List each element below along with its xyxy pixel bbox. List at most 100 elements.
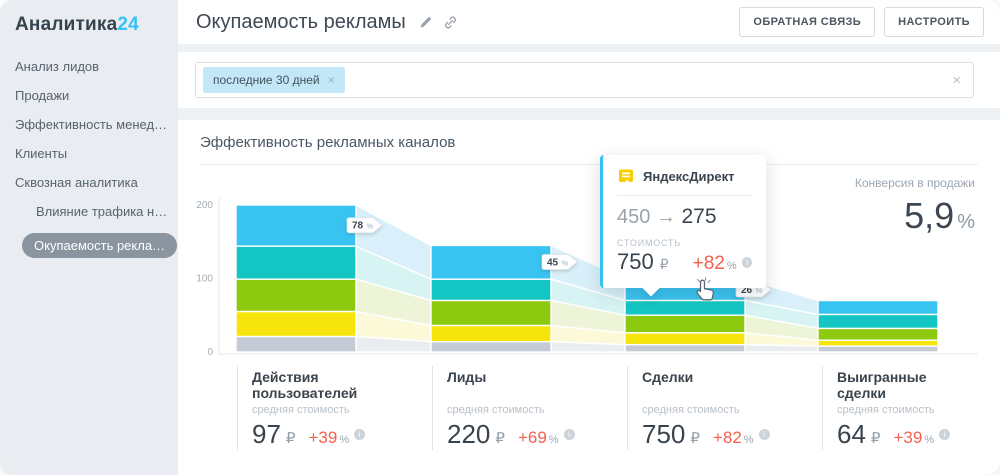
stat-column: Выигранные сделки средняя стоимость 64 ₽ +39… xyxy=(822,366,1000,450)
filter-tag-label: последние 30 дней xyxy=(213,73,320,87)
stat-value: 97 xyxy=(252,419,281,449)
funnel-bar-segment[interactable] xyxy=(430,278,552,302)
stat-value-row: 220 ₽ +69% xyxy=(447,419,613,450)
tag-close-icon[interactable]: × xyxy=(327,73,335,87)
info-icon[interactable] xyxy=(741,256,753,268)
stats-row: Действия пользователей средняя стоимость 9… xyxy=(178,366,1000,471)
funnel-bar-segment[interactable] xyxy=(624,332,746,346)
stat-name: Выигранные сделки xyxy=(837,369,927,402)
funnel-bar-segment[interactable] xyxy=(235,310,357,338)
brand-suffix: 24 xyxy=(117,14,139,35)
conversion-tag-percent: % xyxy=(756,286,763,295)
funnel-bar-segment[interactable] xyxy=(817,327,939,341)
pointer-cursor-icon xyxy=(696,277,714,301)
funnel-bar-segment[interactable] xyxy=(817,339,939,347)
stat-change: +69 xyxy=(517,428,547,447)
sidebar: Аналитика24 Анализ лидов Продажи Эффективн… xyxy=(0,0,178,475)
conversion-value: 5,9% xyxy=(855,195,975,237)
sidebar-item[interactable]: Влияние трафика н… xyxy=(36,204,168,219)
percent-sign: % xyxy=(726,260,737,272)
tooltip-cost-row: 750 ₽ +82 % xyxy=(617,249,753,275)
funnel-bar-segment[interactable] xyxy=(817,299,939,316)
funnel-bar-segment[interactable] xyxy=(430,324,552,343)
pencil-icon[interactable] xyxy=(419,15,433,29)
sidebar-item[interactable]: Анализ лидов xyxy=(15,59,100,74)
conversion-tag: 78% xyxy=(346,217,383,234)
info-icon[interactable] xyxy=(354,429,366,440)
configure-button[interactable]: НАСТРОИТЬ xyxy=(884,7,984,37)
brand-logo[interactable]: Аналитика24 xyxy=(15,14,178,36)
arrow-right-icon: → xyxy=(655,206,676,228)
info-icon[interactable] xyxy=(758,429,770,440)
percent-sign: % xyxy=(548,434,559,446)
sidebar-item[interactable]: Окупаемость рекла… xyxy=(15,233,178,258)
sidebar-item[interactable]: Сквозная аналитика xyxy=(15,175,138,190)
funnel-bar-segment[interactable] xyxy=(235,245,357,280)
percent-sign: % xyxy=(743,434,754,446)
stat-column: Сделки средняя стоимость 750 ₽ +82% xyxy=(627,366,808,450)
funnel-bar-segment[interactable] xyxy=(624,314,746,334)
tooltip: ЯндексДирект 450 → 275 стоимость 750 ₽ +… xyxy=(600,155,766,297)
card-divider xyxy=(200,164,978,165)
stat-name: Действия пользователей xyxy=(252,369,358,402)
tooltip-header: ЯндексДирект xyxy=(617,167,752,185)
stat-name: Лиды xyxy=(447,369,487,385)
funnel-bar-segment[interactable] xyxy=(430,244,552,280)
y-axis-tick: 100 xyxy=(196,274,213,285)
funnel-bar-segment[interactable] xyxy=(235,278,357,313)
funnel-bar-segment[interactable] xyxy=(430,341,552,353)
stat-value-row: 97 ₽ +39% xyxy=(252,419,418,450)
funnel-bar-segment[interactable] xyxy=(430,299,552,327)
percent-sign: % xyxy=(339,434,350,446)
card-title: Эффективность рекламных каналов xyxy=(200,134,456,151)
filter-tag[interactable]: последние 30 дней × xyxy=(203,67,345,93)
sidebar-item[interactable]: Клиенты xyxy=(15,146,68,161)
y-axis-tick: 200 xyxy=(196,200,213,211)
feedback-button[interactable]: ОБРАТНАЯ СВЯЗЬ xyxy=(739,7,876,37)
funnel-bar-segment[interactable] xyxy=(624,299,746,316)
brand-prefix: Аналитика xyxy=(15,14,118,35)
percent-sign: % xyxy=(924,434,935,446)
sidebar-nav: Анализ лидов Продажи Эффективность менед… К… xyxy=(15,59,178,258)
ruble-sign: ₽ xyxy=(690,430,700,447)
conversion-tag-value: 45 xyxy=(547,257,559,268)
stat-change: +39 xyxy=(893,428,923,447)
funnel-bar-segment[interactable] xyxy=(235,204,357,247)
stat-value: 64 xyxy=(837,419,866,449)
funnel-bar-segment[interactable] xyxy=(817,345,939,353)
stat-cost-label: средняя стоимость xyxy=(837,404,935,416)
tooltip-conversion: 450 → 275 xyxy=(617,205,752,229)
funnel-bar-segment[interactable] xyxy=(235,335,357,353)
sidebar-item[interactable]: Продажи xyxy=(15,88,70,103)
tooltip-title: ЯндексДирект xyxy=(643,168,735,184)
stat-column: Лиды средняя стоимость 220 ₽ +69% xyxy=(432,366,613,450)
tooltip-from: 450 xyxy=(617,206,651,228)
link-icon[interactable] xyxy=(443,15,458,30)
stat-value: 220 xyxy=(447,419,491,449)
main-header: Окупаемость рекламы ОБРАТНАЯ СВЯЗЬ НАСТР… xyxy=(178,0,1000,44)
tooltip-cost-label: стоимость xyxy=(617,238,682,248)
funnel-bar-segment[interactable] xyxy=(624,343,746,353)
stat-cost-label: средняя стоимость xyxy=(447,404,545,416)
filter-panel: последние 30 дней × × xyxy=(178,52,1000,108)
tooltip-change: +82 xyxy=(692,253,725,274)
funnel-bar-segment[interactable] xyxy=(817,313,939,330)
filter-clear-icon[interactable]: × xyxy=(952,71,961,89)
ruble-sign: ₽ xyxy=(285,430,296,447)
info-icon[interactable] xyxy=(939,429,951,440)
yandex-direct-icon xyxy=(619,169,633,182)
ruble-sign: ₽ xyxy=(870,430,881,447)
info-icon[interactable] xyxy=(563,429,575,440)
tooltip-to: 275 xyxy=(681,205,717,228)
filter-input[interactable]: последние 30 дней × × xyxy=(195,62,974,98)
conversion-tag-percent: % xyxy=(367,222,374,231)
conversion-tag-value: 26 xyxy=(741,285,753,296)
sidebar-item[interactable]: Эффективность менед… xyxy=(15,117,168,132)
tooltip-cost-value: 750 xyxy=(617,249,654,274)
tooltip-divider xyxy=(617,195,752,196)
funnel-flow xyxy=(744,343,819,353)
ruble-sign: ₽ xyxy=(495,430,505,447)
